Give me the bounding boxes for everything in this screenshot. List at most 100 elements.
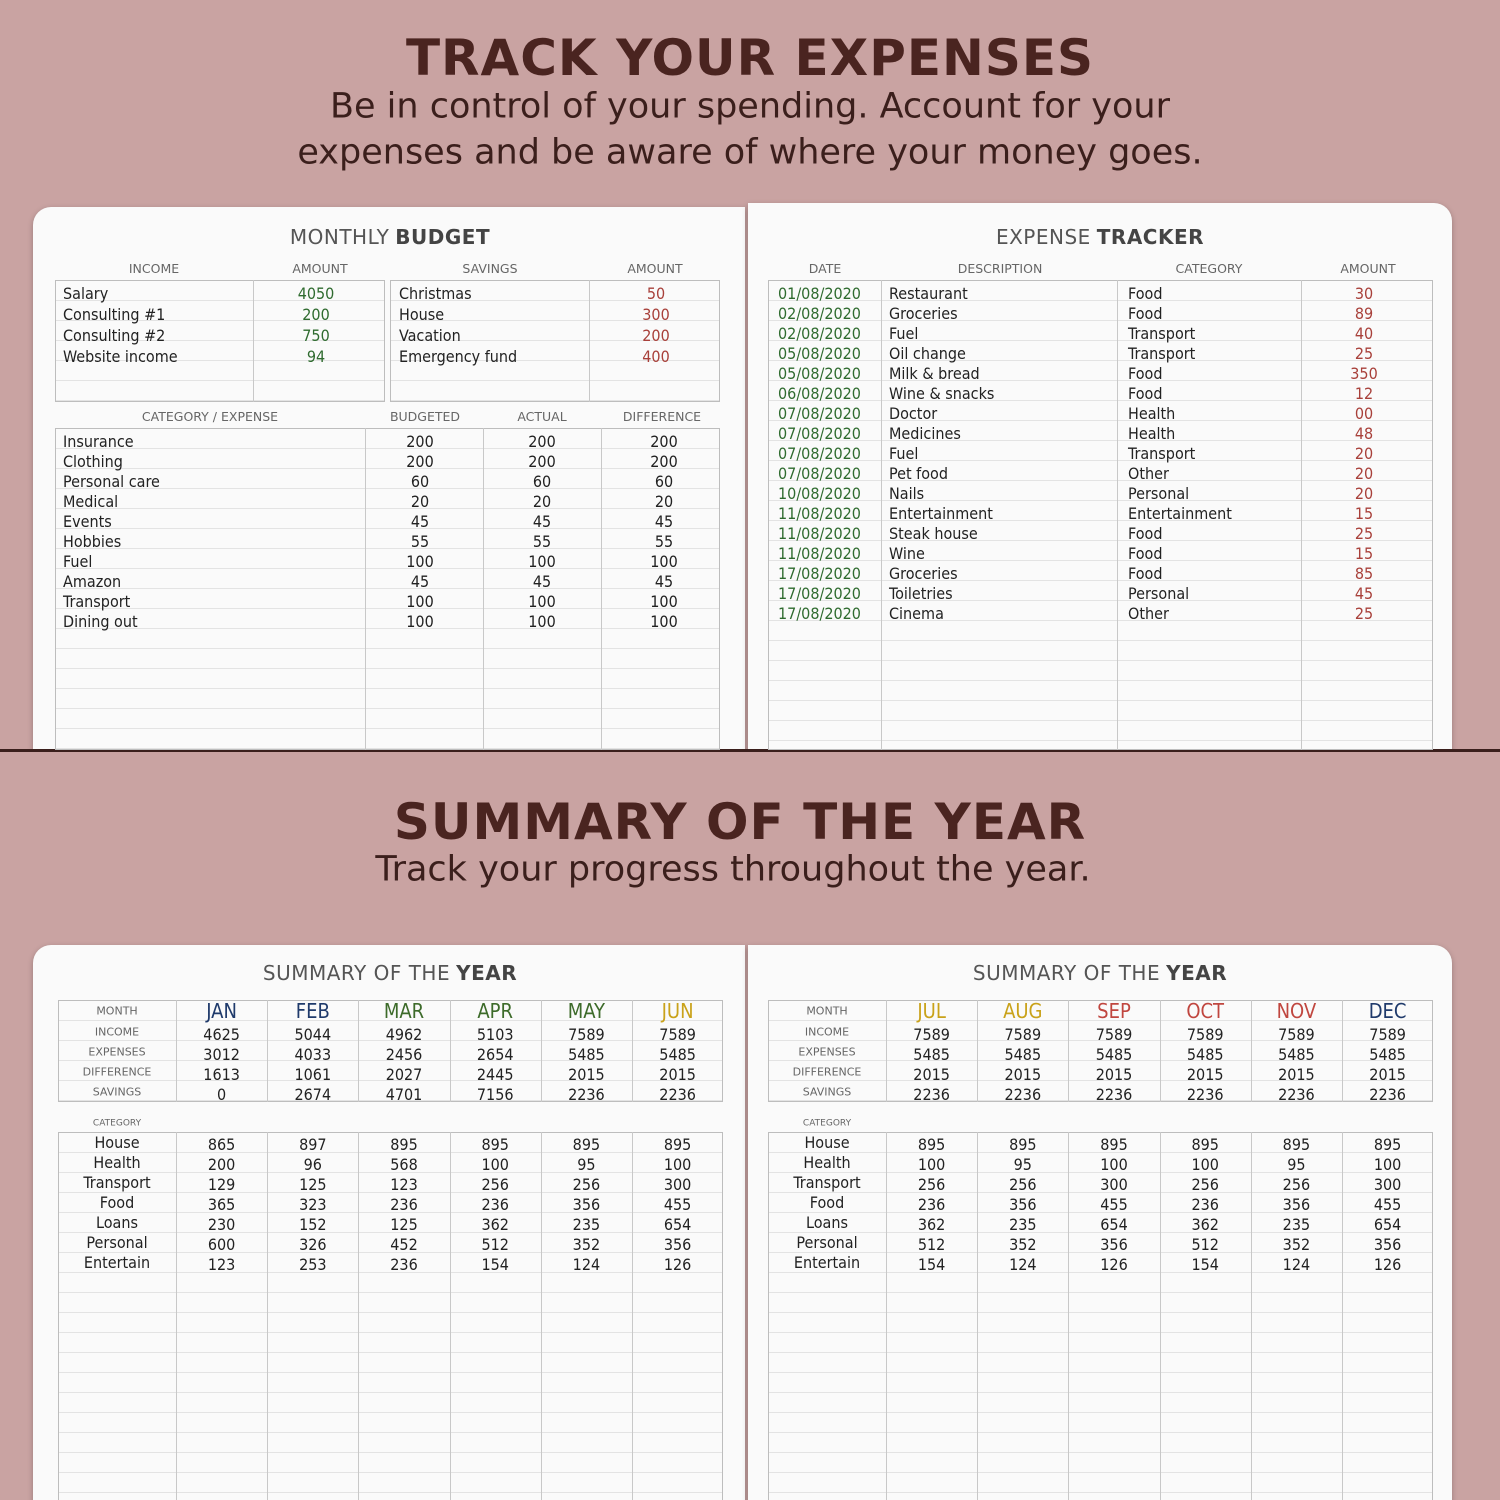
value: 124	[1282, 1255, 1311, 1274]
value: 352	[572, 1235, 601, 1254]
heading: SUMMARY OF THE YEAR	[393, 793, 1087, 851]
title-light: MONTHLY	[289, 225, 390, 249]
value: 365	[207, 1195, 236, 1214]
value: 2236	[1369, 1085, 1406, 1104]
month: JUN	[661, 999, 694, 1023]
amount: 45	[1354, 584, 1374, 603]
table-box	[55, 280, 385, 402]
category-name: House	[94, 1133, 140, 1152]
value: 7589	[1369, 1025, 1406, 1044]
value: 512	[1191, 1235, 1219, 1254]
category-name: Health	[93, 1153, 141, 1172]
column-divider	[977, 1132, 979, 1500]
expense-name: Transport	[63, 592, 131, 611]
value: 236	[917, 1195, 946, 1214]
value: 7589	[913, 1025, 950, 1044]
value: 100	[663, 1155, 692, 1174]
date: 01/08/2020	[778, 284, 861, 303]
value: 7589	[1004, 1025, 1042, 1044]
value: 5485	[568, 1045, 605, 1064]
expense-value: 60	[410, 472, 430, 491]
row-label: INCOME	[94, 1025, 140, 1039]
value: 5485	[1004, 1045, 1042, 1064]
month-label: MONTH	[96, 1004, 138, 1018]
row-label: EXPENSES	[88, 1045, 146, 1059]
value: 7589	[1095, 1025, 1133, 1044]
value: 256	[917, 1175, 946, 1194]
value: 356	[663, 1235, 692, 1254]
value: 96	[303, 1155, 322, 1174]
value: 895	[1282, 1135, 1311, 1154]
category-name: Transport	[83, 1173, 151, 1192]
value: 95	[1287, 1155, 1306, 1174]
title-light: EXPENSE	[995, 225, 1091, 249]
expense-name: Medical	[63, 492, 119, 511]
value: 125	[299, 1175, 327, 1194]
heading: TRACK YOUR EXPENSES	[405, 29, 1095, 87]
value: 654	[663, 1215, 692, 1234]
value: 152	[299, 1215, 327, 1234]
column-divider	[358, 1132, 360, 1500]
month-label: MONTH	[806, 1004, 848, 1018]
value: 5485	[1095, 1045, 1133, 1064]
column-divider	[176, 1132, 177, 1500]
value: 2236	[1278, 1085, 1315, 1104]
income-amount: 4050	[297, 284, 335, 303]
value: 455	[663, 1195, 692, 1214]
value: 95	[577, 1155, 596, 1174]
row-label: INCOME	[804, 1025, 850, 1039]
value: 568	[390, 1155, 418, 1174]
amount: 40	[1354, 324, 1374, 343]
amount: 25	[1354, 344, 1374, 363]
expense-name: Clothing	[63, 452, 123, 471]
expense-value: 100	[406, 552, 434, 571]
savings-amount: 300	[642, 305, 670, 324]
expense-value: 45	[410, 512, 430, 531]
value: 256	[481, 1175, 509, 1194]
category-label: CATEGORY	[92, 1118, 142, 1129]
description: Cinema	[889, 604, 944, 623]
column-divider	[1342, 1000, 1343, 1102]
expense-value: 55	[410, 532, 430, 551]
date: 17/08/2020	[778, 584, 861, 603]
income-name: Consulting #2	[63, 326, 166, 345]
date: 10/08/2020	[778, 484, 861, 503]
column-divider	[358, 1000, 360, 1102]
date: 02/08/2020	[778, 304, 861, 323]
value: 5485	[1278, 1045, 1315, 1064]
value: 253	[299, 1255, 327, 1274]
column-divider	[1250, 1000, 1252, 1102]
value: 4701	[385, 1085, 423, 1104]
value: 326	[299, 1235, 327, 1254]
savings-amount: 50	[646, 284, 666, 303]
column-divider	[267, 1132, 269, 1500]
column-divider	[267, 1000, 269, 1102]
page-title: EXPENSE TRACKER	[996, 227, 1204, 247]
description: Pet food	[889, 464, 948, 483]
date: 07/08/2020	[778, 404, 861, 423]
description: Toiletries	[889, 584, 953, 603]
value: 100	[481, 1155, 509, 1174]
expense-value: 55	[532, 532, 552, 551]
table-box	[390, 280, 720, 402]
column-header: CATEGORY	[1175, 260, 1243, 276]
value: 123	[390, 1175, 418, 1194]
title-light: SUMMARY OF THE	[972, 961, 1161, 985]
value: 5044	[294, 1025, 332, 1044]
value: 323	[299, 1195, 327, 1214]
description: Milk & bread	[889, 364, 980, 383]
amount: 15	[1354, 544, 1374, 563]
value: 2015	[1369, 1065, 1406, 1084]
value: 2236	[1095, 1085, 1133, 1104]
value: 2236	[913, 1085, 950, 1104]
table-box	[58, 1000, 724, 1102]
value: 235	[1282, 1215, 1311, 1234]
description: Groceries	[889, 304, 958, 323]
expense-value: 200	[528, 432, 556, 451]
title-bold: TRACKER	[1096, 225, 1205, 249]
value: 600	[207, 1235, 236, 1254]
value: 7589	[1278, 1025, 1315, 1044]
value: 895	[917, 1135, 946, 1154]
expense-value: 20	[410, 492, 430, 511]
value: 256	[1009, 1175, 1037, 1194]
